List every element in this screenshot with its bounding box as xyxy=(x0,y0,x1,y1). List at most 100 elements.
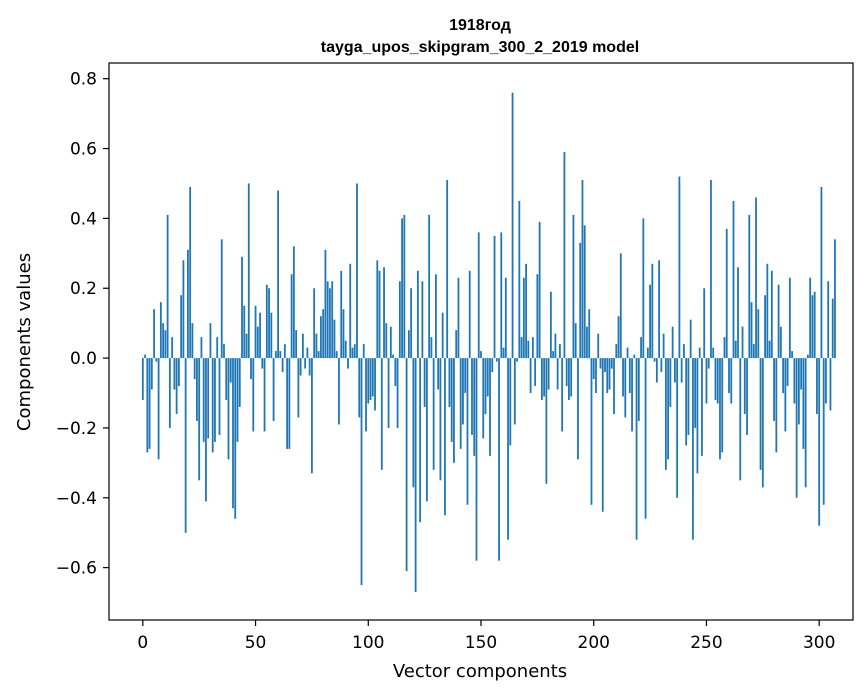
bar xyxy=(349,263,352,359)
bar xyxy=(752,344,755,359)
bar xyxy=(610,358,613,369)
bar xyxy=(171,337,174,359)
bar xyxy=(495,358,498,362)
chart-title-line1: 1918год xyxy=(449,17,511,34)
bar xyxy=(725,228,728,359)
bar xyxy=(457,277,460,359)
bar xyxy=(168,358,171,428)
bar xyxy=(317,351,320,359)
bar xyxy=(671,326,674,359)
bar xyxy=(707,358,710,369)
bar xyxy=(196,358,198,421)
bar xyxy=(313,288,316,359)
bar xyxy=(225,358,228,400)
bar xyxy=(283,344,286,359)
bar xyxy=(286,358,289,449)
bar xyxy=(162,323,165,359)
bar xyxy=(577,358,579,460)
bar xyxy=(477,232,480,359)
bar xyxy=(653,358,656,362)
bar xyxy=(464,358,467,394)
bar xyxy=(683,344,685,359)
bar xyxy=(279,351,282,359)
bar xyxy=(680,358,683,383)
bar xyxy=(608,358,611,390)
bar xyxy=(369,358,372,400)
bar xyxy=(486,358,489,397)
bar xyxy=(552,351,555,359)
bar xyxy=(200,337,203,359)
bars-group xyxy=(141,92,836,593)
bar xyxy=(414,358,417,593)
bar xyxy=(448,358,451,407)
bar xyxy=(236,358,239,442)
bar xyxy=(358,358,361,418)
bar xyxy=(453,358,455,463)
bar xyxy=(581,179,584,359)
x-tick-label: 100 xyxy=(352,633,384,653)
bar xyxy=(572,214,575,359)
bar xyxy=(518,200,521,359)
bar xyxy=(425,358,428,502)
bar xyxy=(531,337,534,359)
bar xyxy=(263,358,266,432)
bar xyxy=(301,333,304,359)
bar xyxy=(261,358,264,369)
bar xyxy=(401,218,403,359)
bar xyxy=(484,358,487,414)
bar xyxy=(466,358,469,505)
bar xyxy=(216,337,219,359)
bar xyxy=(383,267,385,359)
bar xyxy=(755,197,757,359)
bar xyxy=(773,358,775,421)
bar xyxy=(556,358,559,390)
bar xyxy=(628,358,631,394)
bar xyxy=(822,358,825,505)
bar xyxy=(238,358,241,407)
bar xyxy=(198,358,201,481)
y-axis-ticks: 0.8 0.6 0.4 0.2 0.0 −0.2 −0.4 −0.6 xyxy=(56,70,109,579)
bar xyxy=(265,284,268,359)
bar xyxy=(525,263,527,359)
x-tick-label: 0 xyxy=(137,633,148,653)
bar xyxy=(800,358,803,390)
bar xyxy=(385,323,388,359)
bar xyxy=(247,183,250,359)
bar xyxy=(218,358,221,435)
bar xyxy=(153,309,155,359)
bar xyxy=(270,312,273,359)
bar xyxy=(728,358,730,394)
bar xyxy=(471,358,473,435)
bar xyxy=(802,358,805,449)
bar xyxy=(459,358,462,449)
bar xyxy=(791,351,794,359)
bar xyxy=(770,270,773,359)
bar xyxy=(685,358,688,446)
bar xyxy=(714,358,717,400)
bar xyxy=(768,340,771,359)
bar xyxy=(288,358,291,449)
bar xyxy=(416,270,419,359)
bar xyxy=(793,358,796,404)
bar xyxy=(428,214,431,359)
bar xyxy=(734,340,737,359)
bar xyxy=(741,326,744,359)
bar xyxy=(570,358,573,397)
bar xyxy=(175,358,178,414)
bar xyxy=(649,284,651,359)
bar xyxy=(626,347,629,359)
bar xyxy=(588,309,591,359)
bar xyxy=(834,239,836,359)
x-tick-label: 250 xyxy=(690,633,722,653)
bar xyxy=(482,358,485,439)
bar xyxy=(743,358,746,414)
bar xyxy=(640,337,642,359)
bar xyxy=(211,358,214,453)
bar xyxy=(304,358,307,369)
bar xyxy=(329,288,331,359)
bar xyxy=(353,344,356,359)
bar xyxy=(290,274,293,359)
bar xyxy=(252,358,255,432)
x-axis-ticks: 0 50 100 150 200 250 300 xyxy=(137,620,835,653)
bar xyxy=(692,358,694,540)
